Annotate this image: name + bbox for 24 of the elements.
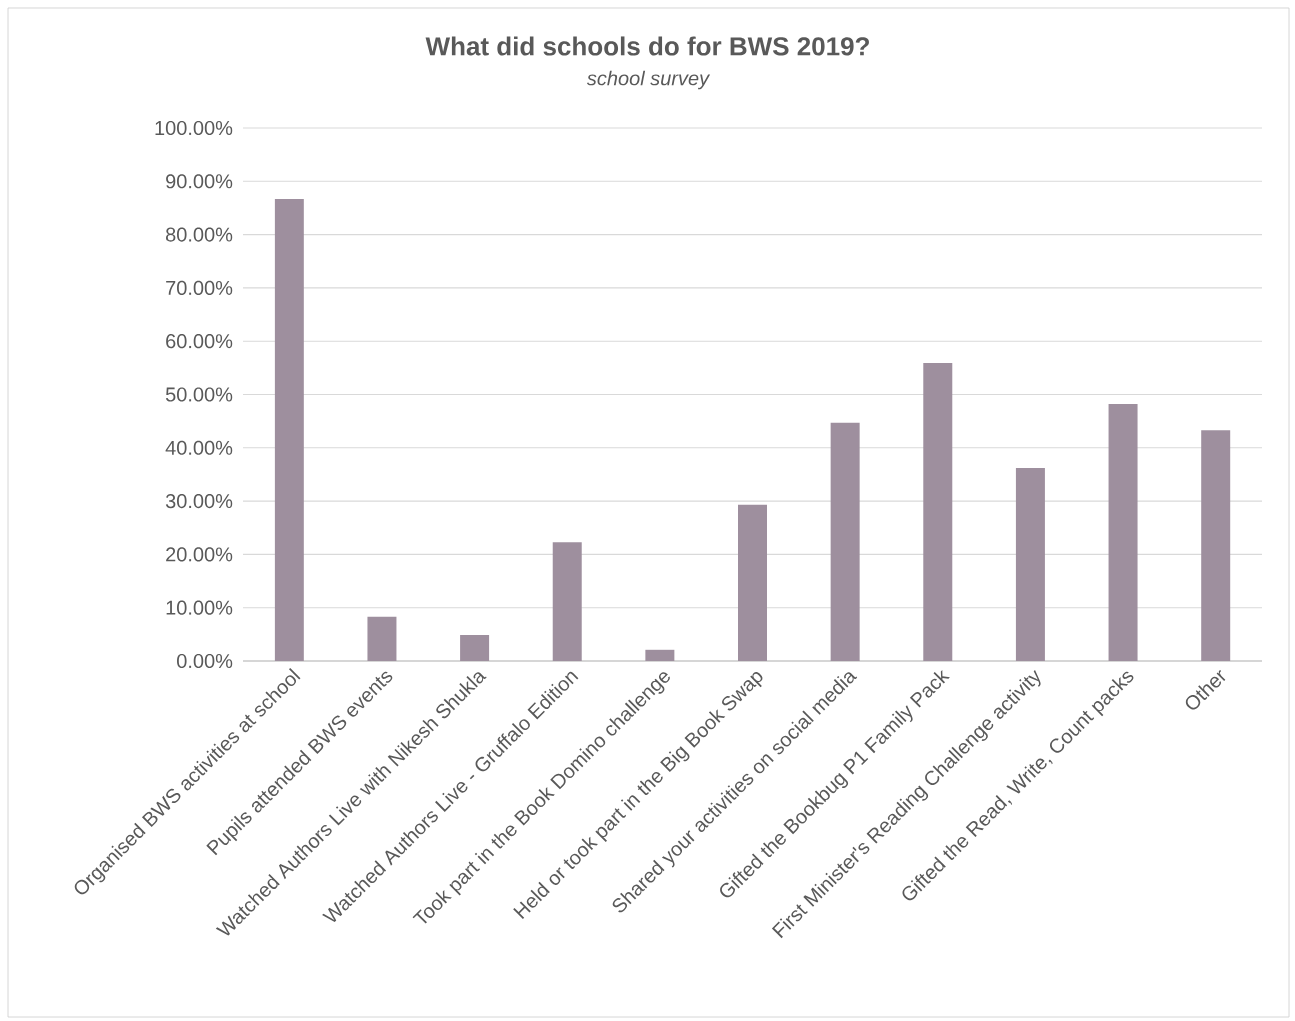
y-tick-label: 0.00% [177, 653, 233, 669]
bar [738, 504, 768, 661]
bar [830, 422, 860, 661]
chart-subtitle: school survey [586, 70, 711, 90]
bar [645, 649, 675, 661]
bar [1015, 468, 1045, 661]
bar [460, 634, 490, 661]
y-tick-label: 30.00% [165, 494, 233, 509]
y-tick-label: 20.00% [166, 547, 233, 562]
bar [1201, 430, 1231, 661]
y-tick-label: 10.00% [166, 600, 233, 615]
bar [923, 363, 953, 661]
y-tick-label: 60.00% [166, 334, 233, 349]
y-tick-label: 100.00% [155, 120, 233, 136]
bar [367, 616, 397, 661]
y-tick-label: 50.00% [165, 387, 233, 402]
bar [552, 542, 582, 661]
y-tick-label: 90.00% [166, 174, 233, 189]
chart-title: What did schools do for BWS 2019? [425, 36, 869, 56]
y-tick-label: 40.00% [165, 440, 233, 455]
y-tick-label: 70.00% [166, 280, 233, 295]
bar [1108, 404, 1138, 661]
bar [274, 198, 304, 661]
y-tick-label: 80.00% [166, 227, 233, 242]
